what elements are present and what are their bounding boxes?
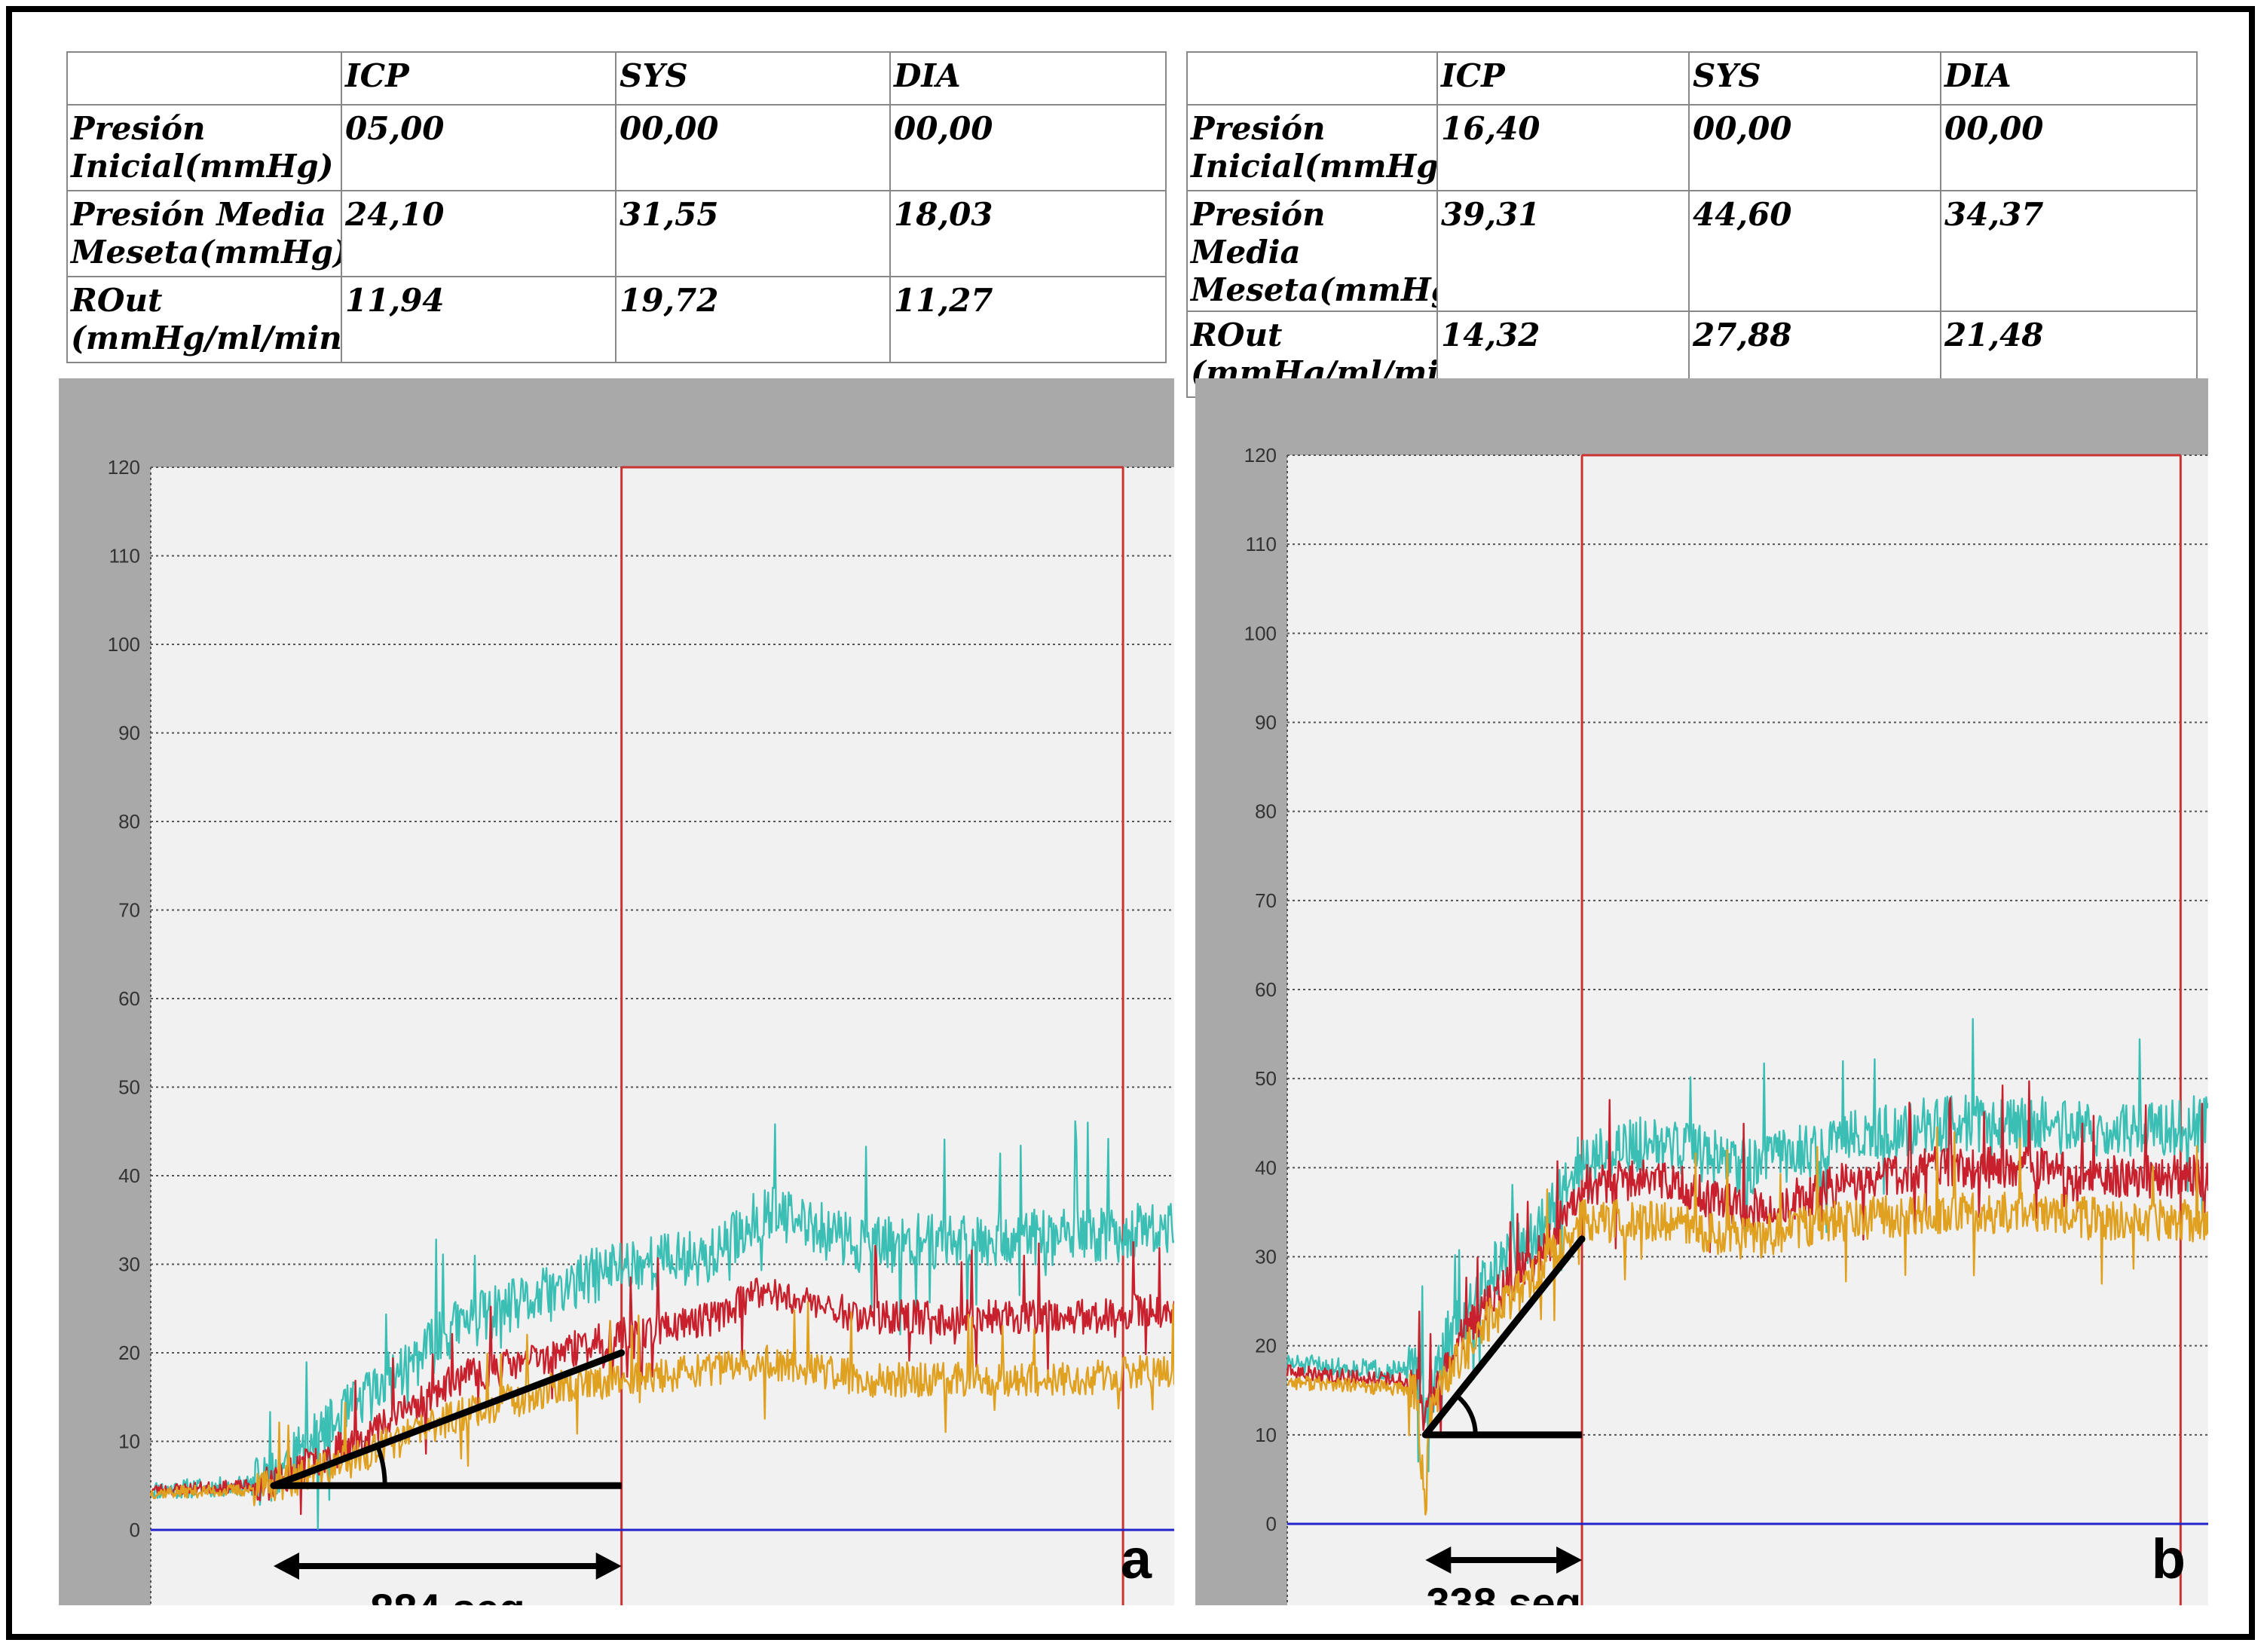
- row-label-line: Presión: [71, 110, 206, 147]
- y-tick-label: 40: [1255, 1156, 1277, 1179]
- y-tick-label: 120: [108, 456, 140, 479]
- row-label-line: Meseta(mmHg): [1191, 271, 1436, 308]
- row-label-line: Meseta(mmHg): [71, 234, 341, 271]
- table-header-row: ICP SYS DIA: [1186, 51, 2198, 106]
- slope-line: [270, 1349, 626, 1489]
- corner-cell: [1186, 51, 1438, 106]
- duration-arrow-head-left: [1425, 1546, 1452, 1574]
- figure-frame: [6, 6, 2255, 1640]
- row-label-line: Inicial(mmHg): [1191, 148, 1437, 185]
- y-tick-label: 0: [1266, 1513, 1277, 1535]
- y-tick-label: 10: [118, 1430, 140, 1453]
- value-cell: 05,00: [341, 104, 616, 191]
- row-label-line: Inicial(mmHg): [71, 148, 334, 185]
- y-tick-label: 0: [130, 1519, 140, 1541]
- y-tick-label: 100: [108, 633, 140, 656]
- header-sys: SYS: [615, 51, 891, 106]
- results-table-a: ICP SYS DIA Presión Inicial(mmHg) 05,00 0…: [66, 51, 1167, 363]
- row-label-line: Presión: [1191, 110, 1326, 147]
- y-tick-label: 80: [118, 810, 140, 833]
- row-label-line: (mmHg/ml/min): [71, 320, 341, 356]
- table-header-row: ICP SYS DIA: [66, 51, 1167, 106]
- y-tick-label: 10: [1255, 1424, 1277, 1446]
- header-icp: ICP: [1436, 51, 1690, 106]
- table-row: ROut (mmHg/ml/min) 11,94 19,72 11,27: [66, 276, 1167, 363]
- y-tick-label: 70: [118, 899, 140, 922]
- header-dia: DIA: [1940, 51, 2198, 106]
- y-tick-label: 30: [1255, 1246, 1277, 1268]
- value-cell: 44,60: [1688, 190, 1941, 312]
- value-cell: 18,03: [889, 190, 1167, 277]
- y-tick-label: 90: [1255, 711, 1277, 734]
- header-sys: SYS: [1688, 51, 1941, 106]
- table-row: Presión Inicial(mmHg) 16,40 00,00 00,00: [1186, 104, 2198, 191]
- row-label-line: ROut: [1191, 317, 1283, 353]
- value-cell: 34,37: [1940, 190, 2198, 312]
- value-cell: 16,40: [1436, 104, 1690, 191]
- series-line-sys: [150, 1120, 1174, 1530]
- value-cell: 39,31: [1436, 190, 1690, 312]
- y-tick-label: 60: [118, 987, 140, 1010]
- table-row: Presión Media Meseta(mmHg) 24,10 31,55 18…: [66, 190, 1167, 277]
- chart-panel-b: 0 10 20 30 40 50 60 70 80 90 100 110 120 338 seg b: [1195, 378, 2208, 1605]
- value-cell: 31,55: [615, 190, 891, 277]
- angle-arc: [1455, 1393, 1478, 1435]
- value-cell: 00,00: [889, 104, 1167, 191]
- y-tick-label: 100: [1244, 622, 1277, 644]
- results-table-b: ICP SYS DIA Presión Inicial(mmHg) 16,40 0…: [1186, 51, 2198, 398]
- slope-line: [1421, 1235, 1586, 1439]
- duration-arrow-head-left: [273, 1553, 299, 1580]
- panel-label: b: [2152, 1528, 2186, 1590]
- y-tick-label: 70: [1255, 889, 1277, 912]
- value-cell: 24,10: [341, 190, 616, 277]
- duration-label: 338 seg: [1426, 1579, 1581, 1605]
- header-dia: DIA: [889, 51, 1167, 106]
- row-label-line: Presión Media: [1191, 196, 1326, 271]
- row-label: Presión Inicial(mmHg): [66, 104, 342, 191]
- angle-arc: [375, 1445, 387, 1486]
- value-cell: 11,94: [341, 276, 616, 363]
- row-label: Presión Inicial(mmHg): [1186, 104, 1438, 191]
- y-tick-label: 120: [1244, 444, 1277, 467]
- y-tick-label: 30: [118, 1253, 140, 1276]
- duration-label: 884 seg: [370, 1585, 525, 1605]
- panel-label: a: [1121, 1528, 1152, 1590]
- corner-cell: [66, 51, 342, 106]
- y-tick-label: 20: [118, 1341, 140, 1364]
- value-cell: 19,72: [615, 276, 891, 363]
- value-cell: 00,00: [1688, 104, 1941, 191]
- table-row: Presión Inicial(mmHg) 05,00 00,00 00,00: [66, 104, 1167, 191]
- row-label-line: ROut: [71, 282, 163, 319]
- y-tick-label: 90: [118, 722, 140, 745]
- plot-area: [151, 467, 1174, 1605]
- y-tick-label: 50: [118, 1076, 140, 1099]
- row-label: ROut(mmHg/ml/min): [66, 276, 342, 363]
- series-line-sys: [1286, 1017, 2208, 1473]
- series-line-dia: [1286, 1126, 2208, 1516]
- row-label-line: Presión Media: [71, 196, 326, 233]
- value-cell: 00,00: [1940, 104, 2198, 191]
- y-tick-label: 50: [1255, 1067, 1277, 1090]
- y-tick-label: 110: [109, 545, 140, 567]
- chart-panel-a: 0 10 20 30 40 50 60 70 80 90 100 110 120 884 seg a: [59, 378, 1174, 1605]
- value-cell: 11,27: [889, 276, 1167, 363]
- duration-arrow-head-right: [1556, 1546, 1583, 1574]
- y-tick-label: 40: [118, 1164, 140, 1187]
- duration-arrow-head-right: [595, 1553, 622, 1580]
- value-cell: 00,00: [615, 104, 891, 191]
- y-tick-label: 60: [1255, 978, 1277, 1001]
- y-tick-label: 110: [1246, 533, 1277, 555]
- y-tick-label: 80: [1255, 800, 1277, 823]
- y-tick-label: 20: [1255, 1335, 1277, 1357]
- header-icp: ICP: [341, 51, 616, 106]
